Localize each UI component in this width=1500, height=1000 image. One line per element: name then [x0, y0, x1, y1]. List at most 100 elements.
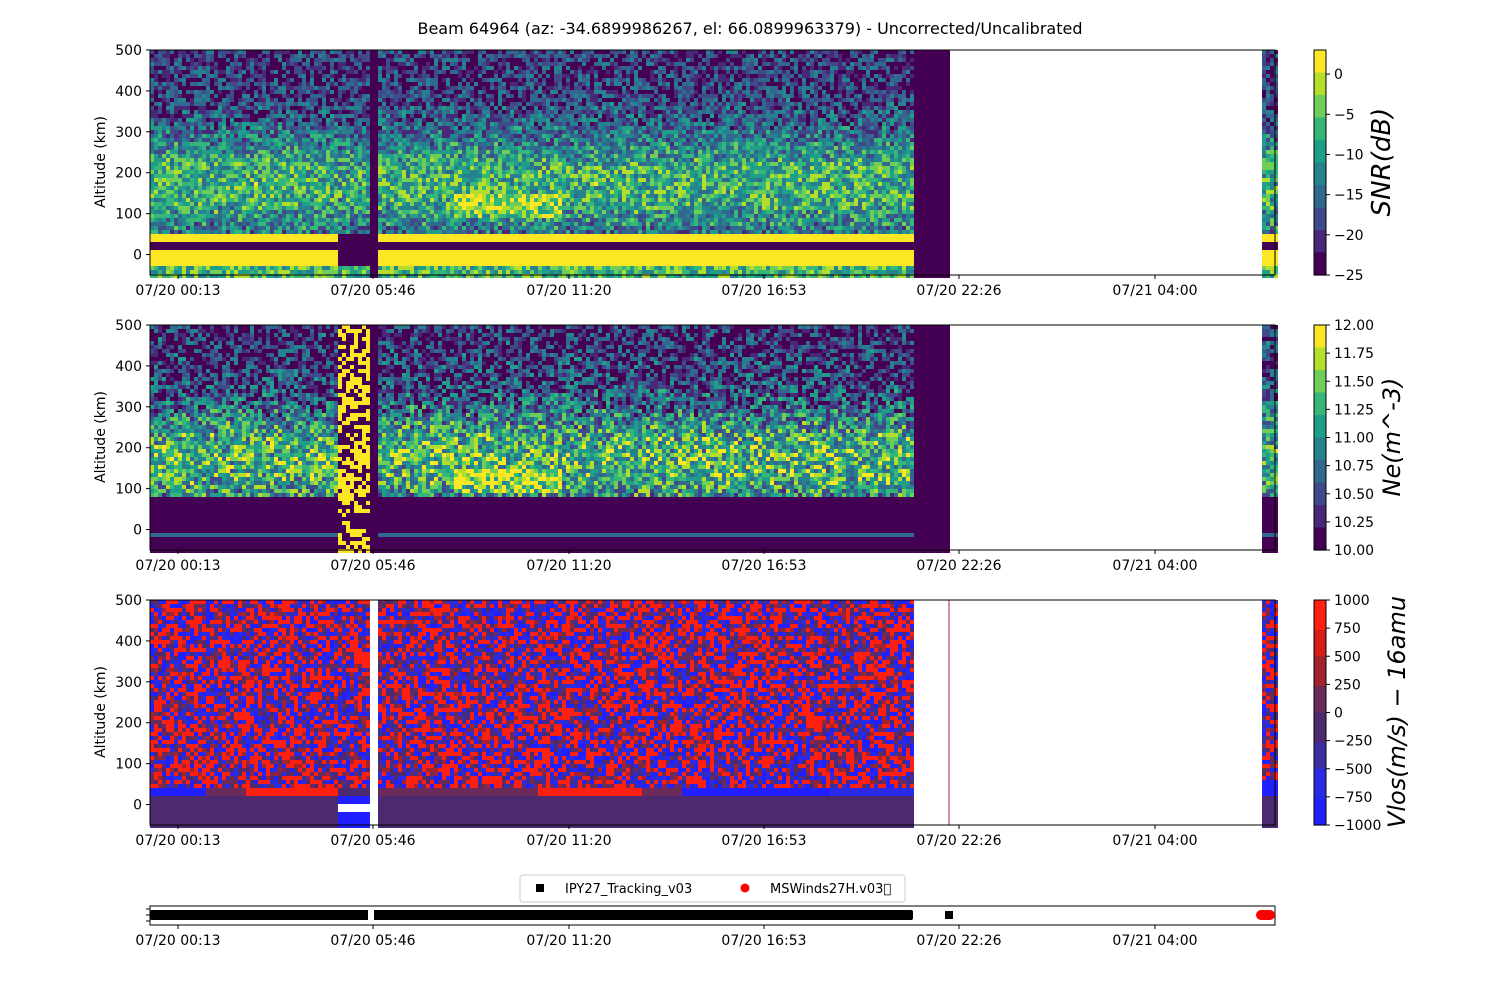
snr-heatmap-cell	[302, 250, 306, 254]
snr-heatmap-cell	[382, 254, 386, 258]
snr-heatmap-cell	[402, 234, 406, 238]
snr-heatmap-cell	[334, 90, 338, 94]
snr-heatmap-cell	[242, 118, 246, 122]
snr-heatmap-cell	[226, 154, 230, 158]
snr-heatmap-cell	[438, 126, 442, 130]
snr-heatmap-cell	[486, 262, 490, 266]
snr-heatmap-cell	[190, 142, 194, 146]
snr-heatmap-cell	[418, 218, 422, 222]
snr-heatmap-cell	[250, 110, 254, 114]
snr-heatmap-cell	[170, 102, 174, 106]
snr-heatmap-cell	[286, 102, 290, 106]
snr-heatmap-cell	[334, 222, 338, 226]
snr-heatmap-cell	[282, 162, 286, 166]
snr-heatmap-cell	[450, 194, 454, 198]
snr-heatmap-cell	[302, 82, 306, 86]
snr-heatmap-cell	[414, 210, 418, 214]
snr-heatmap-cell	[286, 142, 290, 146]
snr-heatmap-cell	[262, 262, 266, 266]
snr-heatmap-cell	[190, 190, 194, 194]
snr-heatmap-cell	[162, 110, 166, 114]
snr-heatmap-cell	[278, 270, 282, 274]
snr-heatmap-cell	[430, 230, 434, 234]
snr-heatmap-cell	[434, 138, 438, 142]
snr-heatmap-cell	[410, 158, 414, 162]
snr-heatmap-cell	[334, 234, 338, 238]
snr-heatmap-cell	[190, 154, 194, 158]
snr-heatmap-cell	[486, 110, 490, 114]
snr-heatmap-cell	[446, 146, 450, 150]
snr-heatmap-cell	[474, 262, 478, 266]
snr-heatmap-cell	[386, 238, 390, 242]
snr-heatmap-cell	[258, 202, 262, 206]
snr-heatmap-cell	[294, 178, 298, 182]
snr-heatmap-cell	[278, 222, 282, 226]
snr-heatmap-cell	[154, 210, 158, 214]
snr-heatmap-cell	[190, 174, 194, 178]
snr-heatmap-cell	[410, 126, 414, 130]
snr-heatmap-cell	[446, 114, 450, 118]
snr-heatmap-cell	[330, 238, 334, 242]
snr-heatmap-cell	[218, 114, 222, 118]
snr-heatmap-cell	[266, 110, 270, 114]
snr-heatmap-cell	[354, 166, 358, 170]
snr-heatmap-cell	[210, 90, 214, 94]
snr-heatmap-cell	[294, 274, 298, 278]
snr-heatmap-cell	[334, 118, 338, 122]
snr-heatmap-cell	[450, 178, 454, 182]
snr-heatmap-cell	[386, 202, 390, 206]
snr-heatmap-cell	[162, 54, 166, 58]
snr-heatmap-cell	[406, 214, 410, 218]
snr-heatmap-cell	[306, 174, 310, 178]
snr-heatmap-cell	[442, 198, 446, 202]
snr-heatmap-cell	[486, 118, 490, 122]
snr-heatmap-cell	[430, 262, 434, 266]
snr-heatmap-cell	[262, 214, 266, 218]
snr-heatmap-cell	[490, 266, 494, 270]
snr-heatmap-cell	[466, 190, 470, 194]
snr-heatmap-cell	[246, 246, 250, 250]
snr-heatmap-cell	[286, 50, 290, 54]
snr-heatmap-cell	[166, 130, 170, 134]
snr-heatmap-cell	[314, 262, 318, 266]
snr-heatmap-cell	[382, 102, 386, 106]
snr-heatmap-cell	[354, 194, 358, 198]
snr-heatmap-cell	[490, 122, 494, 126]
snr-heatmap-cell	[330, 182, 334, 186]
snr-heatmap-cell	[386, 114, 390, 118]
snr-heatmap-cell	[310, 126, 314, 130]
snr-heatmap-cell	[498, 62, 502, 66]
snr-heatmap-cell	[226, 146, 230, 150]
snr-heatmap-cell	[286, 190, 290, 194]
snr-heatmap-cell	[350, 190, 354, 194]
snr-heatmap-cell	[150, 146, 154, 150]
snr-heatmap-cell	[414, 66, 418, 70]
snr-heatmap-cell	[186, 86, 190, 90]
snr-heatmap-cell	[494, 262, 498, 266]
snr-heatmap-cell	[386, 138, 390, 142]
snr-heatmap-cell	[294, 126, 298, 130]
snr-heatmap-cell	[430, 150, 434, 154]
snr-heatmap-cell	[158, 78, 162, 82]
snr-heatmap-cell	[330, 78, 334, 82]
snr-heatmap-cell	[242, 266, 246, 270]
snr-heatmap-cell	[466, 114, 470, 118]
snr-heatmap-cell	[294, 146, 298, 150]
snr-heatmap-cell	[398, 66, 402, 70]
snr-heatmap-cell	[242, 246, 246, 250]
snr-heatmap-cell	[258, 222, 262, 226]
snr-heatmap-cell	[402, 254, 406, 258]
snr-heatmap-cell	[286, 266, 290, 270]
snr-heatmap-cell	[470, 142, 474, 146]
snr-heatmap-cell	[494, 110, 498, 114]
snr-heatmap-cell	[230, 78, 234, 82]
snr-heatmap-cell	[386, 262, 390, 266]
snr-heatmap-cell	[174, 114, 178, 118]
snr-heatmap-cell	[450, 158, 454, 162]
snr-heatmap-cell	[198, 154, 202, 158]
snr-heatmap-cell	[478, 158, 482, 162]
snr-heatmap-cell	[270, 74, 274, 78]
snr-heatmap-cell	[366, 174, 370, 178]
snr-heatmap-cell	[302, 102, 306, 106]
